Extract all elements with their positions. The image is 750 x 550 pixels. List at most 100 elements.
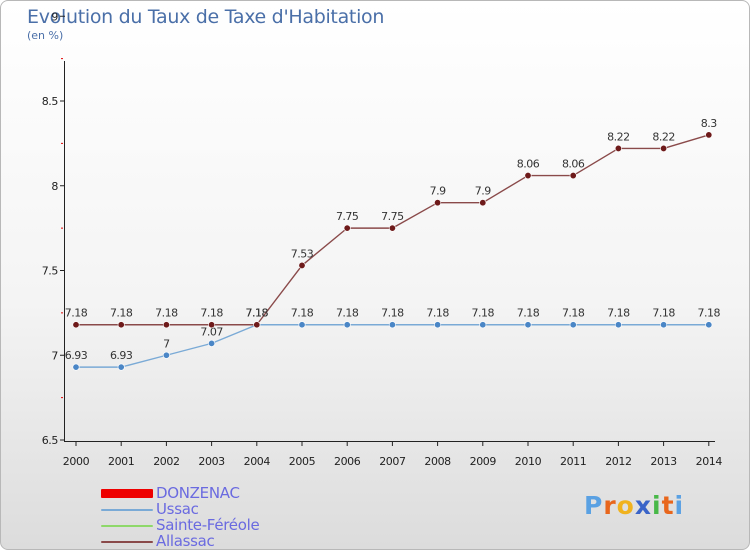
x-tick-label: 2005 (289, 455, 316, 468)
data-label-allassac: 8.06 (517, 158, 540, 171)
y-tick-label: 7.5 (42, 265, 59, 278)
data-label-ussac: 7.18 (472, 307, 495, 320)
data-label-allassac: 7.18 (155, 307, 178, 320)
data-point-ussac (388, 321, 396, 329)
y-tick-label: 8.5 (42, 95, 59, 108)
x-tick-label: 2000 (63, 455, 90, 468)
data-point-ussac (298, 321, 306, 329)
data-label-allassac: 8.22 (652, 130, 675, 143)
data-point-ussac (569, 321, 577, 329)
data-point-allassac (208, 321, 216, 329)
data-label-allassac: 8.22 (607, 130, 630, 143)
data-label-ussac: 7.18 (562, 307, 585, 320)
proxiti-logo: Proxiti (584, 491, 684, 520)
data-point-ussac (162, 351, 170, 359)
data-label-allassac: 8.06 (562, 158, 585, 171)
data-point-allassac (524, 172, 532, 180)
data-label-allassac: 7.9 (475, 185, 491, 198)
data-point-ussac (660, 321, 668, 329)
data-point-ussac (434, 321, 442, 329)
data-label-allassac: 7.75 (381, 210, 404, 223)
data-point-ussac (72, 363, 80, 371)
x-tick-label: 2007 (379, 455, 406, 468)
data-label-allassac: 7.75 (336, 210, 359, 223)
x-tick-label: 2009 (470, 455, 497, 468)
logo-letter: i (652, 491, 662, 520)
y-tick-label: 6.5 (42, 434, 59, 447)
y-tick-label: 9 (51, 10, 58, 23)
data-label-ussac: 7.18 (426, 307, 449, 320)
data-label-ussac: 7.18 (291, 307, 314, 320)
legend-label-allassac: Allassac (156, 532, 215, 550)
x-tick-label: 2013 (650, 455, 677, 468)
x-tick-label: 2008 (424, 455, 451, 468)
data-label-allassac: 7.18 (246, 307, 269, 320)
x-tick-label: 2006 (334, 455, 361, 468)
data-label-allassac: 7.18 (65, 307, 88, 320)
x-tick-label: 2003 (198, 455, 225, 468)
data-point-ussac (614, 321, 622, 329)
data-point-allassac (253, 321, 261, 329)
legend-swatch-allassac (101, 541, 153, 543)
data-label-allassac: 8.3 (701, 117, 717, 130)
legend-label-donzenac: DONZENAC (156, 484, 240, 502)
x-tick-label: 2002 (153, 455, 179, 468)
data-label-allassac: 7.18 (110, 307, 133, 320)
data-label-ussac: 7.18 (336, 307, 359, 320)
legend-swatch-donzenac (101, 489, 153, 498)
x-tick-label: 2012 (605, 455, 631, 468)
data-label-ussac: 7.07 (200, 325, 223, 338)
data-point-ussac (208, 339, 216, 347)
data-label-ussac: 7.18 (698, 307, 721, 320)
logo-letter: x (634, 491, 652, 520)
chart-title: Evolution du Taux de Taxe d'Habitation (27, 6, 385, 28)
data-point-ussac (343, 321, 351, 329)
data-label-allassac: 7.9 (430, 185, 446, 198)
data-point-allassac (343, 224, 351, 232)
logo-letter: t (661, 491, 675, 520)
data-point-ussac (705, 321, 713, 329)
data-point-allassac (705, 131, 713, 139)
logo-letter: r (603, 491, 617, 520)
data-point-allassac (614, 144, 622, 152)
x-tick-label: 2014 (696, 455, 723, 468)
legend-label-sainte-fereole: Sainte-Féréole (156, 516, 260, 534)
x-tick-label: 2010 (515, 455, 542, 468)
logo-letter: o (616, 491, 635, 520)
data-label-allassac: 7.18 (200, 307, 223, 320)
x-tick-label: 2001 (108, 455, 134, 468)
x-tick-label: 2004 (244, 455, 271, 468)
data-label-allassac: 7.53 (291, 247, 314, 260)
data-label-ussac: 7.18 (517, 307, 540, 320)
legend-swatch-sainte-fereole (101, 525, 153, 527)
data-point-allassac (72, 321, 80, 329)
data-point-allassac (434, 199, 442, 207)
data-point-ussac (479, 321, 487, 329)
data-label-ussac: 7.18 (607, 307, 630, 320)
logo-letter: i (674, 491, 685, 520)
data-point-allassac (569, 172, 577, 180)
data-point-allassac (388, 224, 396, 232)
data-label-ussac: 7.18 (381, 307, 404, 320)
legend-swatch-ussac (101, 509, 153, 511)
data-point-allassac (162, 321, 170, 329)
data-point-ussac (524, 321, 532, 329)
data-point-allassac (660, 144, 668, 152)
legend-label-ussac: Ussac (156, 500, 199, 518)
data-label-ussac: 7 (163, 337, 170, 350)
data-point-ussac (117, 363, 125, 371)
data-point-allassac (298, 261, 306, 269)
chart-subtitle: (en %) (27, 29, 64, 42)
y-tick-label: 8 (51, 180, 58, 193)
y-tick-label: 7 (51, 349, 58, 362)
data-label-ussac: 6.93 (110, 349, 133, 362)
data-point-allassac (479, 199, 487, 207)
data-label-ussac: 6.93 (65, 349, 88, 362)
data-point-allassac (117, 321, 125, 329)
logo-letter: P (584, 491, 604, 520)
series-line-ussac (75, 324, 710, 368)
data-label-ussac: 7.18 (652, 307, 675, 320)
x-tick-label: 2011 (560, 455, 586, 468)
